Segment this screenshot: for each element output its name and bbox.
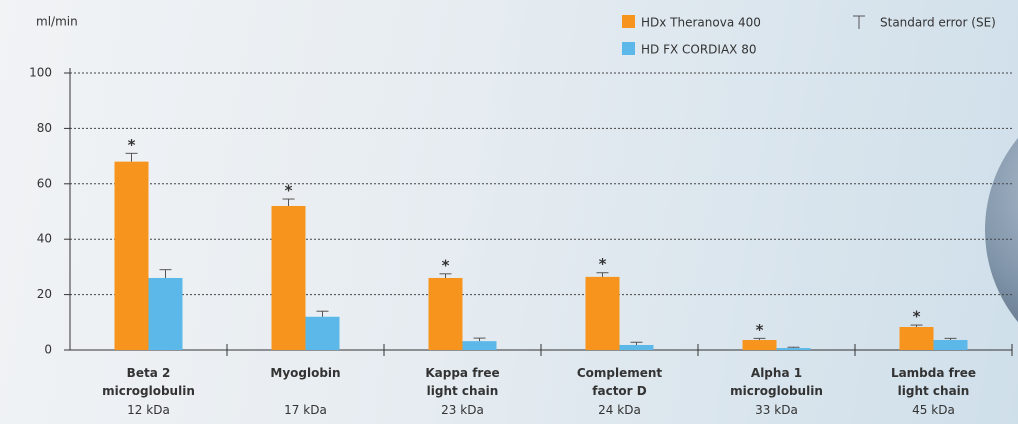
significance-marker: * — [913, 308, 921, 326]
x-tick-label: Beta 2 microglobulin — [102, 366, 195, 398]
legend-swatch — [622, 15, 635, 28]
significance-marker: * — [599, 255, 607, 273]
significance-marker: * — [128, 136, 136, 154]
y-tick-label: 40 — [37, 232, 52, 246]
significance-marker: * — [285, 182, 293, 200]
legend-label: HDx Theranova 400 — [641, 16, 761, 30]
bar — [619, 345, 654, 350]
x-tick-sublabel: 23 kDa — [441, 403, 484, 417]
y-tick-label: 20 — [37, 287, 52, 301]
error-legend-label: Standard error (SE) — [880, 16, 996, 30]
y-tick-label: 0 — [44, 343, 52, 357]
significance-marker: * — [756, 321, 764, 339]
bar — [271, 205, 306, 350]
bar — [114, 161, 149, 350]
bar — [585, 276, 620, 350]
x-tick-label: Lambda free light chain — [890, 366, 977, 398]
y-tick-label: 100 — [29, 66, 52, 80]
bar — [148, 277, 183, 350]
y-tick-label: 80 — [37, 121, 52, 135]
bar — [305, 316, 340, 350]
bar — [776, 348, 811, 350]
significance-marker: * — [442, 256, 450, 274]
bar — [428, 277, 463, 350]
decorative-sphere — [985, 137, 1018, 323]
x-tick-label: Complement factor D — [576, 366, 663, 398]
x-tick-label: Kappa free light chain — [425, 366, 500, 398]
y-tick-label: 60 — [37, 176, 52, 190]
x-tick-sublabel: 24 kDa — [598, 403, 641, 417]
x-tick-sublabel: 45 kDa — [912, 403, 955, 417]
bar — [742, 340, 777, 350]
x-tick-sublabel: 17 kDa — [284, 403, 327, 417]
legend-label: HD FX CORDIAX 80 — [641, 43, 756, 57]
bar — [899, 327, 934, 350]
y-axis-label: ml/min — [36, 15, 78, 29]
x-tick-label: Myoglobin — [270, 366, 341, 380]
x-tick-sublabel: 12 kDa — [127, 403, 170, 417]
bar — [462, 341, 497, 350]
legend-swatch — [622, 42, 635, 55]
x-tick-sublabel: 33 kDa — [755, 403, 798, 417]
x-tick-label: Alpha 1 microglobulin — [730, 366, 823, 398]
bar — [933, 340, 968, 350]
error-legend-icon — [853, 15, 865, 29]
